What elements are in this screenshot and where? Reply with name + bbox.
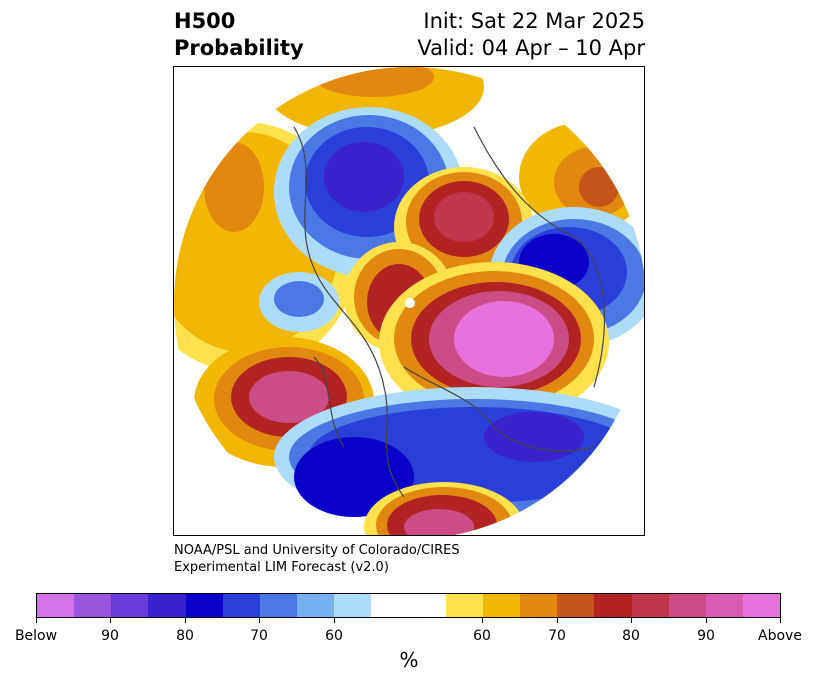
coastlines — [293, 126, 606, 498]
colorbar-segment — [37, 594, 75, 617]
credit-text: NOAA/PSL and University of Colorado/CIRE… — [174, 542, 460, 576]
credit-line-2: Experimental LIM Forecast (v2.0) — [174, 560, 389, 575]
colorbar-tick-label: 80 — [176, 628, 194, 644]
colorbar-tick-label: 70 — [250, 628, 268, 644]
init-date: Init: Sat 22 Mar 2025 — [423, 9, 645, 33]
above-anomaly-atlantic-south — [364, 482, 524, 535]
pole-marker — [405, 298, 415, 308]
variable-subtitle: Probability — [174, 36, 304, 60]
colorbar-tick-label: 60 — [325, 628, 343, 644]
colorbar-segment — [334, 594, 372, 617]
colorbar-tick-label: 90 — [697, 628, 715, 644]
colorbar-segment — [222, 594, 260, 617]
probability-map — [174, 67, 644, 535]
below-anomaly-west-small — [259, 272, 339, 332]
colorbar-segment — [520, 594, 558, 617]
colorbar-segment — [111, 594, 149, 617]
colorbar-segment — [445, 594, 483, 617]
colorbar-tick-label: 90 — [101, 628, 119, 644]
colorbar-segment — [594, 594, 632, 617]
colorbar-segment — [557, 594, 595, 617]
credit-line-1: NOAA/PSL and University of Colorado/CIRE… — [174, 543, 460, 558]
colorbar-tickmark — [36, 618, 37, 623]
colorbar-tickmark — [706, 618, 707, 623]
colorbar-tickmark — [557, 618, 558, 623]
variable-title: H500 — [174, 9, 236, 33]
colorbar-tickmark — [185, 618, 186, 623]
map-frame — [173, 66, 645, 536]
colorbar-tick-label: 80 — [622, 628, 640, 644]
colorbar-segment — [297, 594, 335, 617]
above-anomaly-north-europe — [379, 262, 609, 422]
title-left: H500 Probability — [174, 8, 304, 62]
colorbar-tickmark — [110, 618, 111, 623]
colorbar-tickmark — [482, 618, 483, 623]
valid-range: Valid: 04 Apr – 10 Apr — [417, 36, 645, 60]
colorbar-tick-label: 60 — [473, 628, 491, 644]
colorbar-tickmark — [631, 618, 632, 623]
colorbar — [36, 593, 781, 618]
colorbar-segment — [185, 594, 223, 617]
colorbar-segment — [705, 594, 743, 617]
colorbar-tickmark — [780, 618, 781, 623]
colorbar-segment — [371, 594, 409, 617]
colorbar-segment — [742, 594, 781, 617]
above-anomaly-north-top — [264, 67, 484, 137]
colorbar-tickmark — [334, 618, 335, 623]
colorbar-segment — [74, 594, 112, 617]
colorbar-segment — [148, 594, 186, 617]
colorbar-unit: % — [399, 648, 419, 672]
colorbar-tickmark — [259, 618, 260, 623]
colorbar-segment — [631, 594, 669, 617]
colorbar-segment — [408, 594, 446, 617]
colorbar-tick-label: 70 — [548, 628, 566, 644]
title-right: Init: Sat 22 Mar 2025 Valid: 04 Apr – 10… — [417, 8, 645, 62]
colorbar-tick-label: Below — [14, 628, 58, 644]
colorbar-tick-label: Above — [758, 628, 802, 644]
colorbar-segment — [482, 594, 521, 617]
colorbar-segment — [668, 594, 706, 617]
colorbar-segment — [259, 594, 298, 617]
